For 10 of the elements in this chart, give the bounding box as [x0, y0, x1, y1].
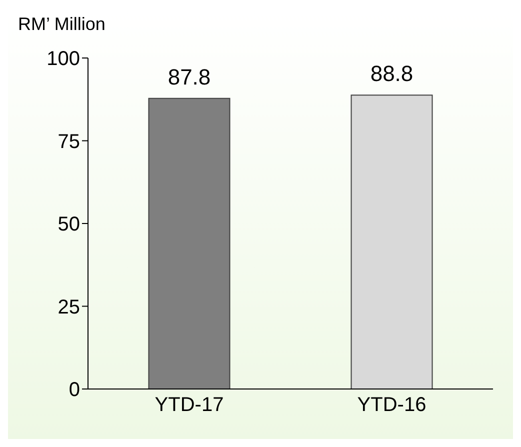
- y-tick-label: 100: [46, 48, 80, 70]
- y-tick-label: 25: [58, 296, 80, 318]
- y-tick-label: 0: [68, 379, 80, 402]
- y-tick-label: 75: [58, 130, 80, 153]
- y-tick-label: 50: [58, 214, 80, 236]
- data-label: 88.8: [370, 61, 414, 86]
- y-axis-title: RM’ Million: [18, 14, 106, 35]
- x-tick-label: YTD-17: [154, 394, 224, 416]
- x-tick-label: YTD-16: [357, 394, 426, 416]
- data-label: 87.8: [168, 64, 211, 90]
